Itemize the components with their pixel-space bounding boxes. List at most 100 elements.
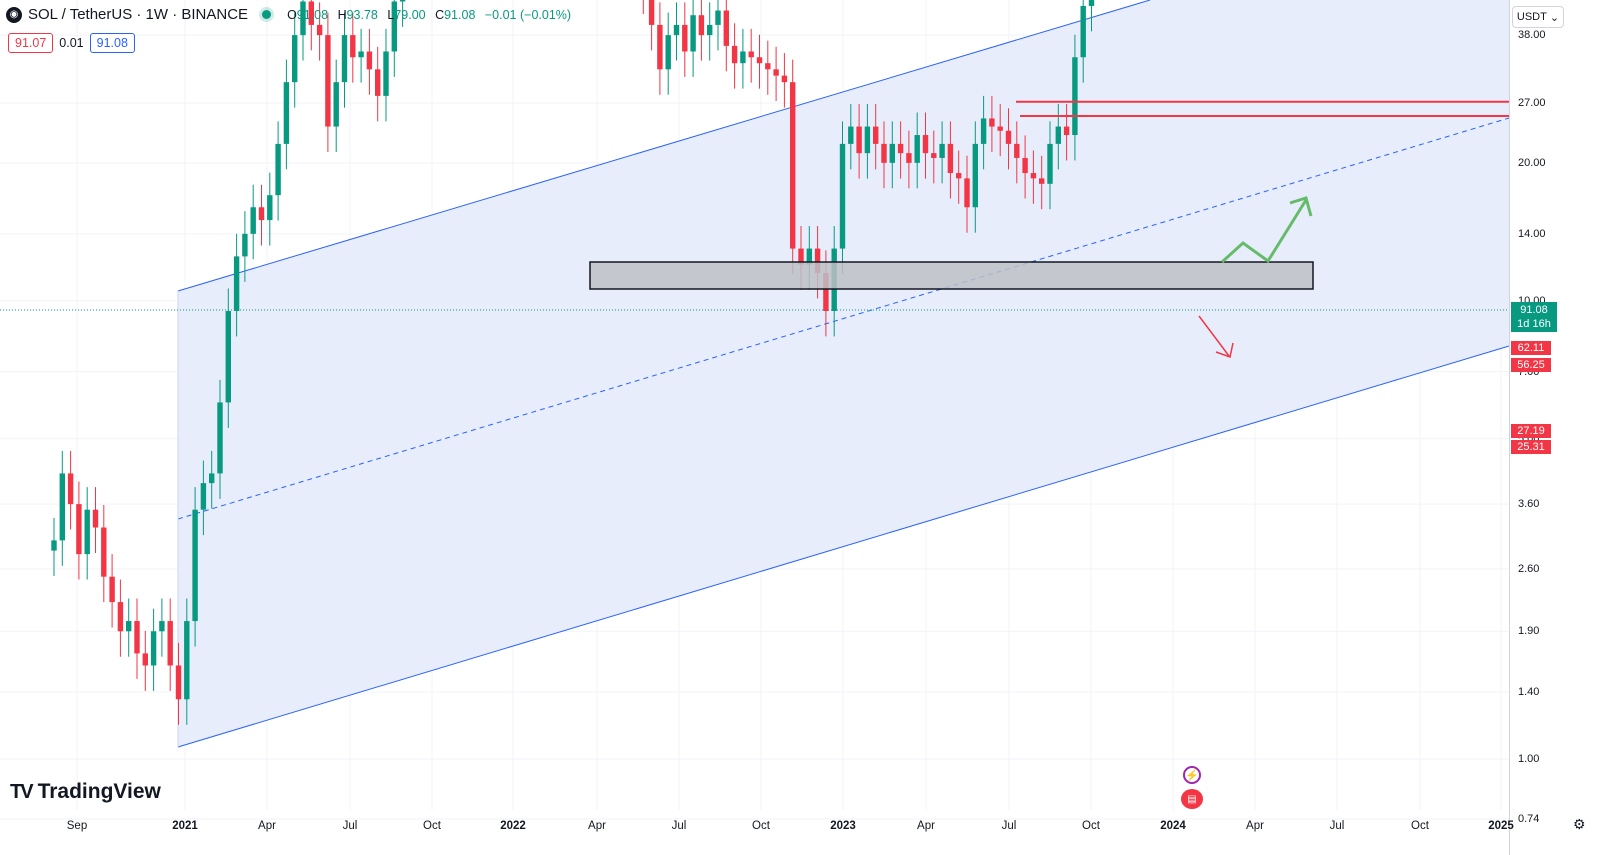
level-label: 27.19 bbox=[1511, 424, 1551, 438]
candle-body bbox=[798, 248, 804, 265]
candle-body bbox=[267, 195, 273, 221]
bearish-projection-arrow[interactable] bbox=[1198, 315, 1230, 357]
tradingview-logo[interactable]: TV TradingView bbox=[10, 780, 161, 804]
candle-body bbox=[873, 126, 879, 144]
x-tick-label: 2022 bbox=[500, 820, 526, 832]
candle-body bbox=[134, 621, 140, 654]
horizontal-levels[interactable] bbox=[1016, 0, 1509, 117]
candle-body bbox=[167, 621, 173, 666]
candle-body bbox=[200, 483, 207, 510]
candle-body bbox=[889, 143, 895, 163]
low-value: 79.00 bbox=[394, 7, 426, 22]
buy-button[interactable]: 91.08 bbox=[89, 33, 135, 53]
candle-body bbox=[92, 509, 99, 528]
market-open-icon bbox=[262, 10, 272, 19]
candle-body bbox=[366, 51, 373, 70]
candle-body bbox=[308, 1, 314, 25]
candle-body bbox=[682, 24, 688, 52]
candle-body bbox=[275, 143, 281, 196]
currency-button[interactable]: USDT ⌄ bbox=[1512, 6, 1564, 28]
candle-body bbox=[1063, 126, 1070, 136]
candle-body bbox=[142, 653, 148, 666]
candle-body bbox=[698, 15, 705, 36]
tradingview-mark-icon: TV bbox=[10, 780, 34, 803]
candle-body bbox=[209, 473, 215, 484]
x-tick-label: Apr bbox=[588, 820, 606, 832]
candle-body bbox=[964, 178, 970, 208]
candle-body bbox=[192, 509, 198, 622]
candle-body bbox=[723, 10, 729, 46]
us-flag-icon[interactable]: ▤ bbox=[1181, 789, 1203, 809]
candle-body bbox=[781, 75, 788, 83]
y-tick-label: 3.60 bbox=[1518, 498, 1540, 511]
candle-body bbox=[242, 233, 248, 257]
candle-body bbox=[59, 473, 65, 541]
y-tick-label: 1.00 bbox=[1518, 753, 1540, 765]
candle-body bbox=[665, 35, 671, 70]
candle-body bbox=[956, 173, 962, 179]
candle-body bbox=[250, 207, 256, 234]
candle-body bbox=[76, 504, 82, 555]
y-tick-label: 1.40 bbox=[1518, 686, 1540, 699]
y-tick-label: 27.00 bbox=[1518, 97, 1546, 110]
candle-body bbox=[1088, 0, 1095, 6]
candle-body bbox=[126, 621, 132, 632]
sol-logo-icon: ◉ bbox=[6, 6, 22, 23]
candle-body bbox=[1072, 57, 1078, 136]
candle-body bbox=[914, 135, 920, 163]
candle-body bbox=[341, 35, 348, 83]
candle-body bbox=[1039, 178, 1045, 184]
x-tick-label: Jul bbox=[1329, 820, 1345, 832]
channel-upper-line[interactable] bbox=[177, 0, 1151, 292]
candle-body bbox=[67, 473, 74, 505]
y-tick-label: 14.00 bbox=[1518, 227, 1546, 240]
x-tick-label: 2025 bbox=[1488, 820, 1514, 832]
channel-lower-line[interactable] bbox=[177, 345, 1510, 748]
x-tick-label: Oct bbox=[1082, 820, 1100, 832]
x-tick-label: Apr bbox=[1246, 820, 1264, 832]
candle-body bbox=[740, 51, 746, 64]
candle-body bbox=[856, 126, 862, 154]
channel-median-line[interactable] bbox=[177, 117, 1510, 520]
flash-icon[interactable]: ⚡ bbox=[1183, 766, 1201, 784]
candle-body bbox=[383, 51, 389, 96]
candle-body bbox=[989, 118, 995, 127]
candle-body bbox=[980, 118, 987, 144]
candle-body bbox=[51, 540, 57, 551]
candle-body bbox=[972, 143, 978, 208]
candle-body bbox=[773, 69, 779, 76]
x-tick-label: Sep bbox=[66, 820, 88, 832]
candle-body bbox=[375, 69, 381, 96]
candle-body bbox=[1080, 5, 1086, 58]
candle-body bbox=[947, 143, 954, 174]
x-tick-label: Apr bbox=[917, 820, 935, 832]
x-tick-label: Oct bbox=[1411, 820, 1429, 832]
resistance-zone[interactable] bbox=[589, 261, 1314, 290]
candles bbox=[51, 0, 1095, 725]
candle-body bbox=[258, 207, 265, 221]
candle-body bbox=[283, 82, 290, 144]
symbol-title[interactable]: SOL / TetherUS · 1W · BINANCE bbox=[28, 6, 249, 23]
ohlc-values: O91.08 H93.78 L79.00 C91.08 −0.01 (−0.01… bbox=[287, 7, 572, 22]
x-tick-label: 2021 bbox=[172, 820, 198, 832]
candle-body bbox=[922, 135, 929, 154]
candle-body bbox=[333, 82, 339, 127]
candle-body bbox=[109, 576, 115, 603]
candle-body bbox=[756, 57, 763, 64]
candle-body bbox=[897, 143, 904, 154]
candle-body bbox=[1005, 130, 1012, 144]
x-tick-label: 2024 bbox=[1160, 820, 1186, 832]
sell-button[interactable]: 91.07 bbox=[8, 33, 54, 53]
x-tick-label: Oct bbox=[423, 820, 441, 832]
x-tick-label: 2023 bbox=[830, 820, 856, 832]
x-tick-label: Oct bbox=[752, 820, 770, 832]
gear-icon[interactable]: ⚙ bbox=[1573, 816, 1586, 832]
candle-body bbox=[84, 509, 90, 555]
y-tick-label: 38.00 bbox=[1518, 29, 1546, 42]
bullish-projection-arrow[interactable] bbox=[1220, 199, 1308, 264]
candle-body bbox=[814, 248, 821, 273]
candle-body bbox=[648, 0, 655, 25]
candle-body bbox=[931, 153, 937, 158]
open-value: 91.08 bbox=[296, 7, 329, 22]
